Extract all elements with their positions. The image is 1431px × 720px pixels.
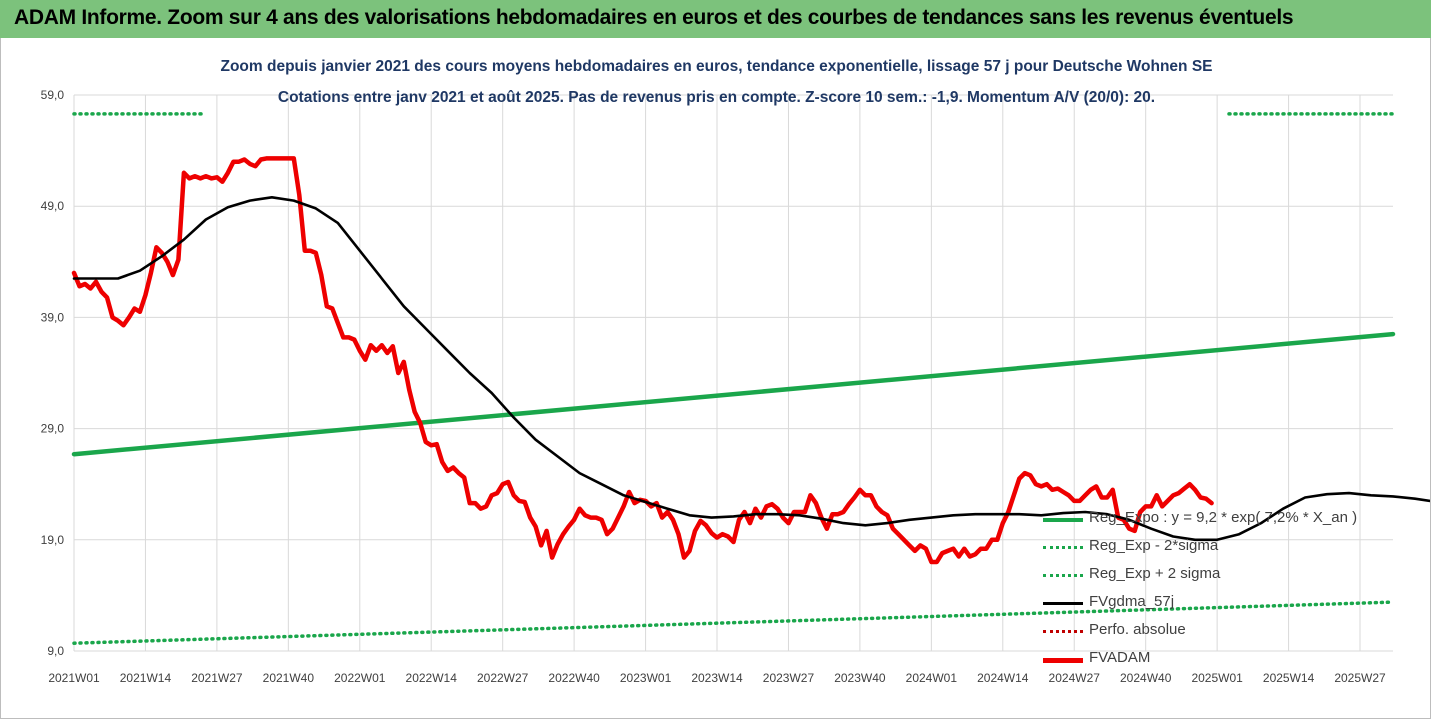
x-tick-label: 2022W01 [334, 671, 386, 685]
legend-swatch [1043, 630, 1083, 633]
series-fvgdma-57j [72, 196, 1430, 542]
legend-swatch [1043, 574, 1083, 577]
y-tick-label: 49,0 [41, 199, 65, 213]
x-tick-label: 2021W40 [263, 671, 315, 685]
x-tick-label: 2025W27 [1334, 671, 1386, 685]
legend-item-reg-exp-plus: Reg_Exp + 2 sigma [1041, 562, 1241, 590]
legend-item-fvgdma: FVgdma_57j [1041, 590, 1241, 618]
page-title: ADAM Informe. Zoom sur 4 ans des valoris… [14, 6, 1294, 29]
legend-label: Reg_Exp - 2*sigma [1089, 537, 1219, 554]
y-tick-label: 19,0 [41, 533, 65, 547]
x-tick-label: 2024W27 [1049, 671, 1101, 685]
legend-swatch [1043, 658, 1083, 663]
x-tick-label: 2025W14 [1263, 671, 1315, 685]
x-tick-label: 2021W14 [120, 671, 172, 685]
legend-swatch [1043, 602, 1083, 605]
x-tick-label: 2022W40 [548, 671, 600, 685]
legend-label: Reg_Expo : y = 9,2 * exp( 7,2% * X_an ) [1089, 509, 1358, 526]
y-tick-label: 29,0 [41, 422, 65, 436]
chart-frame: 59,0 49,0 39,0 29,0 19,0 9,0 2021W01 2021W14 202… [0, 38, 1431, 719]
line-chart: 59,0 49,0 39,0 29,0 19,0 9,0 2021W01 2021W14 202… [41, 88, 1430, 685]
series-reg-expo [71, 331, 1396, 457]
legend-label: Reg_Exp + 2 sigma [1089, 565, 1221, 582]
legend-item-reg-exp-minus: Reg_Exp - 2*sigma [1041, 534, 1241, 562]
legend-label: Perfo. absolue [1089, 621, 1186, 638]
x-tick-label: 2025W01 [1191, 671, 1243, 685]
y-tick-label: 39,0 [41, 310, 65, 324]
y-tick-label: 9,0 [47, 644, 64, 658]
x-tick-label: 2024W14 [977, 671, 1029, 685]
x-tick-label: 2022W27 [477, 671, 529, 685]
title-banner: ADAM Informe. Zoom sur 4 ans des valoris… [0, 0, 1431, 39]
x-tick-label: 2022W14 [406, 671, 458, 685]
chart-subtitle-2: Cotations entre janv 2021 et août 2025. … [277, 89, 1156, 106]
legend-item-reg-expo: Reg_Expo : y = 9,2 * exp( 7,2% * X_an ) [1041, 506, 1357, 534]
x-tick-label: 2023W01 [620, 671, 672, 685]
legend-swatch [1043, 518, 1083, 522]
y-tick-label: 59,0 [41, 88, 65, 102]
x-tick-label: 2024W01 [906, 671, 958, 685]
legend-swatch [1043, 546, 1083, 549]
legend-label: FVgdma_57j [1089, 593, 1175, 610]
legend-item-fvadam: FVADAM [1041, 646, 1241, 674]
x-tick-label: 2023W40 [834, 671, 886, 685]
chart-subtitle-1: Zoom depuis janvier 2021 des cours moyen… [220, 58, 1213, 75]
x-tick-label: 2024W40 [1120, 671, 1172, 685]
chart-legend: Reg_Expo : y = 9,2 * exp( 7,2% * X_an ) … [1041, 506, 1357, 674]
x-tick-label: 2023W14 [691, 671, 743, 685]
legend-label: FVADAM [1089, 649, 1151, 666]
x-tick-label: 2023W27 [763, 671, 815, 685]
x-tick-label: 2021W01 [48, 671, 100, 685]
series-reg-exp-minus-2sigma [72, 600, 1395, 645]
x-tick-label: 2021W27 [191, 671, 243, 685]
legend-item-perfo: Perfo. absolue [1041, 618, 1241, 646]
